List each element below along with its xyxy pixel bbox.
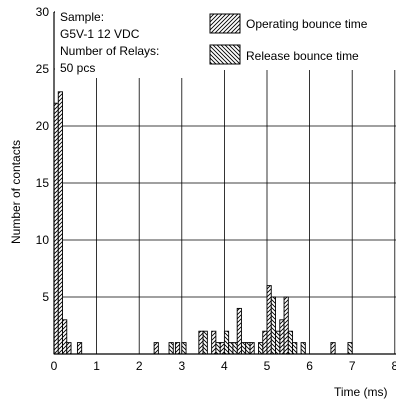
- y-tick-label: 30: [36, 5, 50, 19]
- x-tick-label: 7: [349, 359, 356, 373]
- release-bar: [287, 330, 294, 355]
- legend-swatch-operating: [209, 13, 241, 34]
- release-bar: [228, 342, 234, 355]
- operating-bar: [330, 342, 336, 355]
- release-bar: [347, 342, 353, 355]
- legend-swatch-release: [209, 44, 241, 65]
- operating-bar: [262, 330, 268, 355]
- operating-bar: [174, 342, 181, 355]
- release-bar: [292, 342, 298, 355]
- info-line-relays-value: 50 pcs: [60, 61, 95, 75]
- release-bar: [270, 296, 276, 355]
- y-tick-label: 5: [42, 290, 49, 304]
- info-box-frame: [55, 7, 206, 78]
- operating-bar: [249, 342, 255, 355]
- release-bar: [232, 342, 238, 355]
- x-tick-label: 6: [306, 359, 313, 373]
- operating-bar: [76, 342, 83, 355]
- y-tick-label: 10: [36, 233, 50, 247]
- info-line-relays-label: Number of Relays:: [60, 44, 159, 58]
- info-line-model: G5V-1 12 VDC: [60, 27, 140, 41]
- x-tick-labels: 0 1 2 3 4 5 6 7 8: [51, 359, 396, 373]
- legend: Operating bounce time Release bounce tim…: [206, 10, 396, 70]
- operating-bar: [198, 330, 204, 355]
- operating-bar: [62, 319, 68, 355]
- info-box: Sample: G5V-1 12 VDC Number of Relays: 5…: [55, 7, 206, 78]
- x-tick-label: 4: [221, 359, 228, 373]
- release-bar: [181, 342, 187, 355]
- x-tick-label: 0: [51, 359, 58, 373]
- y-tick-label: 15: [36, 176, 50, 190]
- x-axis-title: Time (ms): [334, 385, 388, 399]
- release-bar: [223, 330, 230, 355]
- operating-bar: [266, 285, 272, 355]
- release-bar: [240, 342, 247, 355]
- operating-bar: [236, 307, 242, 355]
- x-tick-label: 8: [391, 359, 396, 373]
- release-bar: [275, 330, 281, 355]
- release-bar: [300, 342, 306, 355]
- x-tick-label: 5: [264, 359, 271, 373]
- y-tick-labels: 5 10 15 20 25 30: [36, 5, 50, 304]
- operating-bar: [219, 342, 225, 355]
- y-tick-label: 25: [36, 62, 50, 76]
- legend-label-operating: Operating bounce time: [246, 17, 368, 31]
- release-bar: [202, 330, 208, 355]
- histogram-bars: [53, 91, 353, 355]
- operating-bar: [53, 102, 59, 355]
- x-tick-label: 2: [136, 359, 143, 373]
- info-line-sample: Sample:: [60, 10, 104, 24]
- y-tick-label: 20: [36, 119, 50, 133]
- release-bar: [258, 342, 264, 355]
- x-tick-label: 1: [93, 359, 100, 373]
- operating-bar: [66, 342, 72, 355]
- release-bar: [215, 342, 221, 355]
- operating-bar: [211, 330, 217, 355]
- x-tick-label: 3: [178, 359, 185, 373]
- operating-bar: [57, 91, 63, 355]
- y-axis-title: Number of contacts: [9, 140, 23, 244]
- release-bar: [245, 342, 251, 355]
- legend-label-release: Release bounce time: [246, 49, 359, 63]
- operating-bar: [279, 319, 285, 355]
- operating-bar: [153, 342, 159, 355]
- release-bar: [168, 342, 174, 355]
- operating-bar: [283, 296, 289, 355]
